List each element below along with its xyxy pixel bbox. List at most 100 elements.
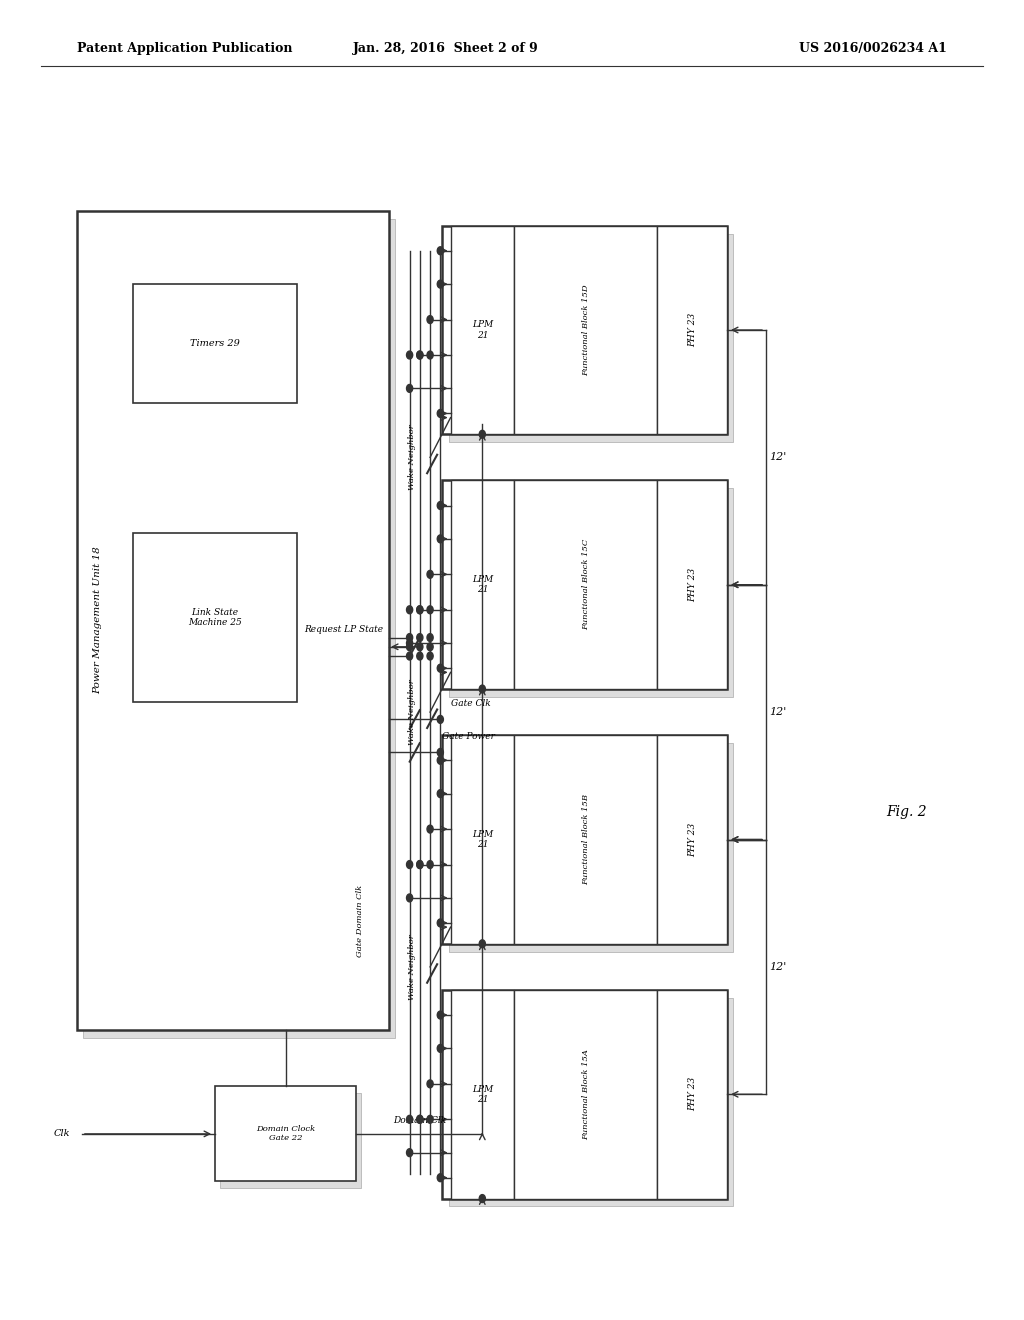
Text: 12': 12' [770, 962, 786, 972]
Circle shape [427, 861, 433, 869]
Circle shape [427, 315, 433, 323]
Text: LPM
21: LPM 21 [472, 1085, 493, 1104]
Text: Wake Neighbor: Wake Neighbor [408, 425, 416, 490]
Circle shape [417, 634, 423, 642]
Circle shape [427, 634, 433, 642]
Circle shape [427, 643, 433, 651]
FancyBboxPatch shape [657, 480, 727, 689]
FancyBboxPatch shape [77, 211, 389, 1030]
FancyBboxPatch shape [133, 284, 297, 403]
Text: Power Management Unit 18: Power Management Unit 18 [93, 546, 101, 694]
Text: Wake Neighbor: Wake Neighbor [408, 680, 416, 744]
Text: Clk: Clk [53, 1130, 70, 1138]
Text: Domain Clock
Gate 22: Domain Clock Gate 22 [256, 1125, 315, 1143]
Circle shape [427, 652, 433, 660]
Circle shape [407, 1115, 413, 1123]
Circle shape [417, 861, 423, 869]
Text: LPM
21: LPM 21 [472, 576, 493, 594]
Circle shape [479, 430, 485, 438]
Text: Gate Power: Gate Power [442, 733, 496, 741]
Text: Functional Block 15C: Functional Block 15C [582, 539, 590, 631]
FancyBboxPatch shape [220, 1093, 361, 1188]
Circle shape [437, 280, 443, 288]
Text: PHY 23: PHY 23 [688, 1077, 696, 1111]
FancyBboxPatch shape [657, 990, 727, 1199]
Circle shape [479, 1195, 485, 1203]
Text: Domain Clk: Domain Clk [392, 1117, 446, 1125]
Text: Functional Block 15D: Functional Block 15D [582, 284, 590, 376]
Circle shape [479, 940, 485, 948]
Text: PHY 23: PHY 23 [688, 822, 696, 857]
FancyBboxPatch shape [83, 219, 395, 1038]
FancyBboxPatch shape [442, 226, 727, 434]
Circle shape [407, 384, 413, 392]
Text: Gate Clk: Gate Clk [451, 700, 490, 708]
Circle shape [407, 639, 413, 647]
Circle shape [437, 919, 443, 927]
FancyBboxPatch shape [451, 226, 514, 434]
Circle shape [437, 535, 443, 543]
Circle shape [479, 685, 485, 693]
FancyBboxPatch shape [514, 226, 657, 434]
Circle shape [417, 606, 423, 614]
FancyBboxPatch shape [133, 533, 297, 702]
Circle shape [427, 570, 433, 578]
Circle shape [417, 652, 423, 660]
FancyBboxPatch shape [514, 735, 657, 944]
Text: Functional Block 15A: Functional Block 15A [582, 1049, 590, 1139]
Circle shape [407, 351, 413, 359]
Circle shape [407, 861, 413, 869]
Circle shape [437, 756, 443, 764]
Circle shape [407, 643, 413, 651]
Circle shape [417, 1115, 423, 1123]
Circle shape [407, 1148, 413, 1156]
Circle shape [407, 894, 413, 902]
FancyBboxPatch shape [215, 1086, 356, 1181]
FancyBboxPatch shape [442, 480, 727, 689]
Text: LPM
21: LPM 21 [472, 830, 493, 849]
Circle shape [427, 606, 433, 614]
Text: Link State
Machine 25: Link State Machine 25 [188, 609, 242, 627]
Circle shape [407, 606, 413, 614]
FancyBboxPatch shape [514, 480, 657, 689]
FancyBboxPatch shape [514, 990, 657, 1199]
FancyBboxPatch shape [451, 990, 514, 1199]
FancyBboxPatch shape [657, 735, 727, 944]
Circle shape [427, 1080, 433, 1088]
Text: 12': 12' [770, 708, 786, 717]
FancyBboxPatch shape [451, 480, 514, 689]
Circle shape [437, 789, 443, 797]
Circle shape [437, 748, 443, 756]
Circle shape [437, 409, 443, 417]
Circle shape [437, 1173, 443, 1181]
Circle shape [427, 1115, 433, 1123]
Circle shape [437, 664, 443, 672]
Circle shape [417, 861, 423, 869]
Circle shape [417, 1115, 423, 1123]
Text: Request LP State: Request LP State [304, 626, 383, 634]
FancyBboxPatch shape [449, 234, 733, 442]
Text: Timers 29: Timers 29 [190, 339, 240, 347]
Circle shape [417, 351, 423, 359]
Text: Jan. 28, 2016  Sheet 2 of 9: Jan. 28, 2016 Sheet 2 of 9 [352, 42, 539, 55]
FancyBboxPatch shape [442, 735, 727, 944]
FancyBboxPatch shape [657, 226, 727, 434]
Text: Functional Block 15B: Functional Block 15B [582, 795, 590, 884]
Circle shape [437, 1011, 443, 1019]
Circle shape [437, 502, 443, 510]
Text: 12': 12' [770, 453, 786, 462]
Text: Patent Application Publication: Patent Application Publication [77, 42, 292, 55]
Text: PHY 23: PHY 23 [688, 313, 696, 347]
FancyBboxPatch shape [449, 998, 733, 1206]
Circle shape [437, 1044, 443, 1052]
Circle shape [437, 715, 443, 723]
Text: LPM
21: LPM 21 [472, 321, 493, 339]
Text: US 2016/0026234 A1: US 2016/0026234 A1 [800, 42, 947, 55]
FancyBboxPatch shape [442, 990, 727, 1199]
FancyBboxPatch shape [449, 743, 733, 952]
FancyBboxPatch shape [138, 540, 302, 709]
Circle shape [407, 634, 413, 642]
Circle shape [427, 825, 433, 833]
Circle shape [437, 247, 443, 255]
Text: Wake Neighbor: Wake Neighbor [408, 935, 416, 999]
